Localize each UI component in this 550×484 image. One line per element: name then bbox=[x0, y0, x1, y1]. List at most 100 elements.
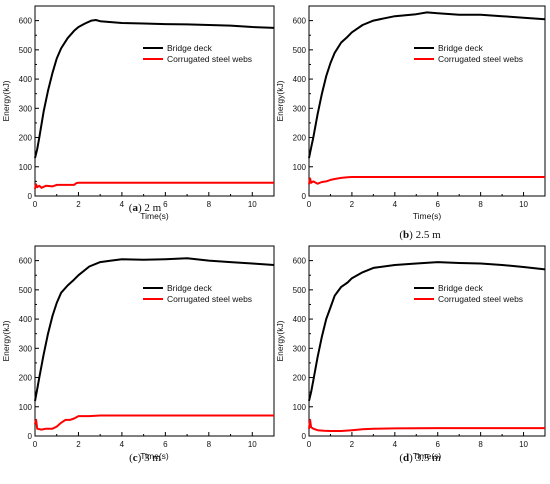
x-tick-label: 8 bbox=[207, 440, 212, 449]
x-axis-label: Time(s) bbox=[413, 211, 442, 221]
x-tick-label: 10 bbox=[519, 200, 528, 209]
y-tick-label: 400 bbox=[19, 75, 33, 84]
x-tick-label: 10 bbox=[248, 440, 257, 449]
series-line-bridge-deck bbox=[308, 261, 546, 402]
y-tick-label: 0 bbox=[302, 432, 307, 441]
plot-frame bbox=[308, 245, 546, 437]
y-tick-label: 100 bbox=[19, 403, 33, 412]
x-tick-label: 6 bbox=[163, 200, 168, 209]
x-tick-label: 4 bbox=[120, 200, 125, 209]
caption-letter: c bbox=[133, 452, 138, 464]
caption-open-paren: ( bbox=[399, 452, 403, 464]
chart-panel-a: 0 100 200 300 400 500 600 0 2 4 6 8 10 Time(s) Energy(… bbox=[1, 5, 275, 221]
plot-frame bbox=[308, 5, 546, 197]
caption-letter: a bbox=[132, 202, 138, 214]
caption-open-paren: ( bbox=[129, 202, 133, 214]
legend-label: Corrugated steel webs bbox=[438, 294, 523, 304]
x-tick-label: 10 bbox=[248, 200, 257, 209]
y-tick-label: 0 bbox=[28, 432, 33, 441]
y-tick-label: 600 bbox=[19, 17, 33, 26]
x-tick-label: 6 bbox=[436, 200, 441, 209]
y-tick-label: 300 bbox=[19, 104, 33, 113]
x-tick-label: 8 bbox=[478, 440, 483, 449]
y-tick-label: 400 bbox=[293, 75, 307, 84]
x-tick-label: 2 bbox=[350, 440, 355, 449]
chart-panel-d: 0 100 200 300 400 500 600 0 2 4 6 8 10 Time(s) Energy(… bbox=[275, 245, 546, 464]
caption-text: ) 3.5 m bbox=[409, 452, 441, 464]
x-tick-label: 4 bbox=[120, 440, 125, 449]
series-line-corrugated-steel-webs bbox=[34, 181, 274, 189]
series-line-corrugated-steel-webs bbox=[308, 176, 545, 185]
caption-text: ) 3 m bbox=[138, 452, 162, 464]
panel-caption: (c) 3 m bbox=[129, 452, 161, 464]
legend-label: Bridge deck bbox=[438, 283, 484, 293]
x-tick-label: 10 bbox=[519, 440, 528, 449]
x-tick-label: 0 bbox=[307, 200, 312, 209]
y-tick-label: 500 bbox=[293, 46, 307, 55]
series-line-corrugated-steel-webs bbox=[34, 414, 274, 431]
legend-label: Corrugated steel webs bbox=[167, 54, 252, 64]
caption-text: ) 2.5 m bbox=[409, 229, 441, 241]
y-tick-label: 500 bbox=[19, 46, 33, 55]
y-axis-label: Energy(kJ) bbox=[275, 320, 285, 361]
legend-label: Bridge deck bbox=[167, 283, 213, 293]
legend-label: Corrugated steel webs bbox=[167, 294, 252, 304]
y-tick-label: 100 bbox=[293, 403, 307, 412]
plot-frame bbox=[34, 5, 275, 197]
y-tick-label: 200 bbox=[293, 374, 307, 383]
y-tick-label: 200 bbox=[19, 134, 33, 143]
x-axis-label: Time(s) bbox=[140, 211, 169, 221]
y-tick-label: 500 bbox=[19, 286, 33, 295]
x-tick-label: 2 bbox=[76, 200, 81, 209]
y-tick-label: 300 bbox=[293, 104, 307, 113]
x-axis-label: Time(s) bbox=[140, 451, 169, 461]
x-tick-label: 8 bbox=[207, 200, 212, 209]
series-line-corrugated-steel-webs bbox=[308, 418, 545, 432]
y-tick-label: 600 bbox=[293, 257, 307, 266]
legend-label: Bridge deck bbox=[167, 43, 213, 53]
y-tick-label: 200 bbox=[293, 134, 307, 143]
y-axis-label: Energy(kJ) bbox=[1, 80, 11, 121]
series-line-bridge-deck bbox=[34, 257, 275, 402]
panel-caption: (b) 2.5 m bbox=[399, 229, 441, 241]
x-tick-label: 0 bbox=[33, 440, 38, 449]
chart-panel-c: 0 100 200 300 400 500 600 0 2 4 6 8 10 Time(s) Energy(… bbox=[1, 245, 275, 464]
panel-caption: (a) 2 m bbox=[129, 202, 162, 214]
legend-label: Corrugated steel webs bbox=[438, 54, 523, 64]
y-tick-label: 300 bbox=[293, 344, 307, 353]
caption-text: ) 2 m bbox=[138, 202, 162, 214]
y-axis-label: Energy(kJ) bbox=[1, 320, 11, 361]
y-tick-label: 500 bbox=[293, 286, 307, 295]
y-tick-label: 300 bbox=[19, 344, 33, 353]
panel-caption: (d) 3.5 m bbox=[399, 452, 441, 464]
y-axis-label: Energy(kJ) bbox=[275, 80, 285, 121]
x-tick-label: 4 bbox=[393, 440, 398, 449]
x-tick-label: 0 bbox=[33, 200, 38, 209]
y-tick-label: 600 bbox=[293, 17, 307, 26]
caption-letter: b bbox=[403, 229, 409, 241]
y-tick-label: 0 bbox=[302, 192, 307, 201]
series-line-bridge-deck bbox=[34, 19, 275, 159]
x-tick-label: 8 bbox=[478, 200, 483, 209]
x-axis-label: Time(s) bbox=[413, 451, 442, 461]
y-tick-label: 400 bbox=[19, 315, 33, 324]
y-tick-label: 400 bbox=[293, 315, 307, 324]
x-tick-label: 6 bbox=[436, 440, 441, 449]
caption-open-paren: ( bbox=[129, 452, 133, 464]
x-tick-label: 4 bbox=[393, 200, 398, 209]
legend-label: Bridge deck bbox=[438, 43, 484, 53]
x-tick-label: 2 bbox=[76, 440, 81, 449]
plot-frame bbox=[34, 245, 275, 437]
x-tick-label: 6 bbox=[163, 440, 168, 449]
x-tick-label: 2 bbox=[350, 200, 355, 209]
caption-open-paren: ( bbox=[399, 229, 403, 241]
y-tick-label: 100 bbox=[19, 163, 33, 172]
y-tick-label: 200 bbox=[19, 374, 33, 383]
chart-panel-b: 0 100 200 300 400 500 600 0 2 4 6 8 10 Time(s) Energy(… bbox=[275, 5, 546, 241]
y-tick-label: 100 bbox=[293, 163, 307, 172]
y-tick-label: 0 bbox=[28, 192, 33, 201]
x-tick-label: 0 bbox=[307, 440, 312, 449]
y-tick-label: 600 bbox=[19, 257, 33, 266]
series-line-bridge-deck bbox=[308, 11, 546, 159]
